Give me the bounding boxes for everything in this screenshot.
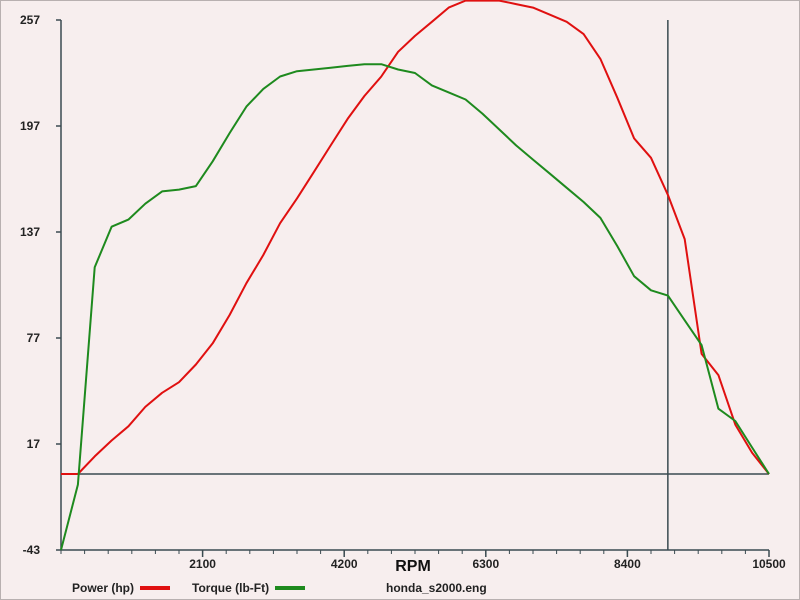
- y-tick-label: 257: [20, 13, 40, 27]
- y-tick-label: 17: [27, 437, 41, 451]
- x-tick-label: 2100: [189, 557, 216, 571]
- y-tick-label: 197: [20, 119, 40, 133]
- legend-power: Power (hp): [72, 579, 170, 597]
- tick-labels: -43 17 77 137 197 257 2100 4200 6300 8400 10500: [20, 13, 786, 571]
- power-curve: [61, 0, 770, 475]
- x-tick-label: 6300: [472, 557, 499, 571]
- axes: [56, 19, 770, 557]
- x-tick-label: 10500: [752, 557, 786, 571]
- legend-file: honda_s2000.eng: [386, 579, 487, 597]
- x-tick-label: 4200: [331, 557, 358, 571]
- series-lines: [60, 0, 770, 551]
- legend-torque-label: Torque (lb-Ft): [192, 581, 270, 595]
- y-tick-label: 77: [27, 331, 41, 345]
- legend-power-swatch: [140, 586, 170, 590]
- legend-torque: Torque (lb-Ft): [192, 579, 306, 597]
- legend-power-label: Power (hp): [72, 581, 134, 595]
- engine-file-name: honda_s2000.eng: [386, 581, 487, 595]
- torque-curve: [60, 63, 770, 551]
- y-tick-label: 137: [20, 225, 40, 239]
- x-tick-label: 8400: [614, 557, 641, 571]
- legend-torque-swatch: [275, 586, 306, 590]
- y-tick-label: -43: [23, 543, 41, 557]
- x-axis-label: RPM: [395, 558, 431, 575]
